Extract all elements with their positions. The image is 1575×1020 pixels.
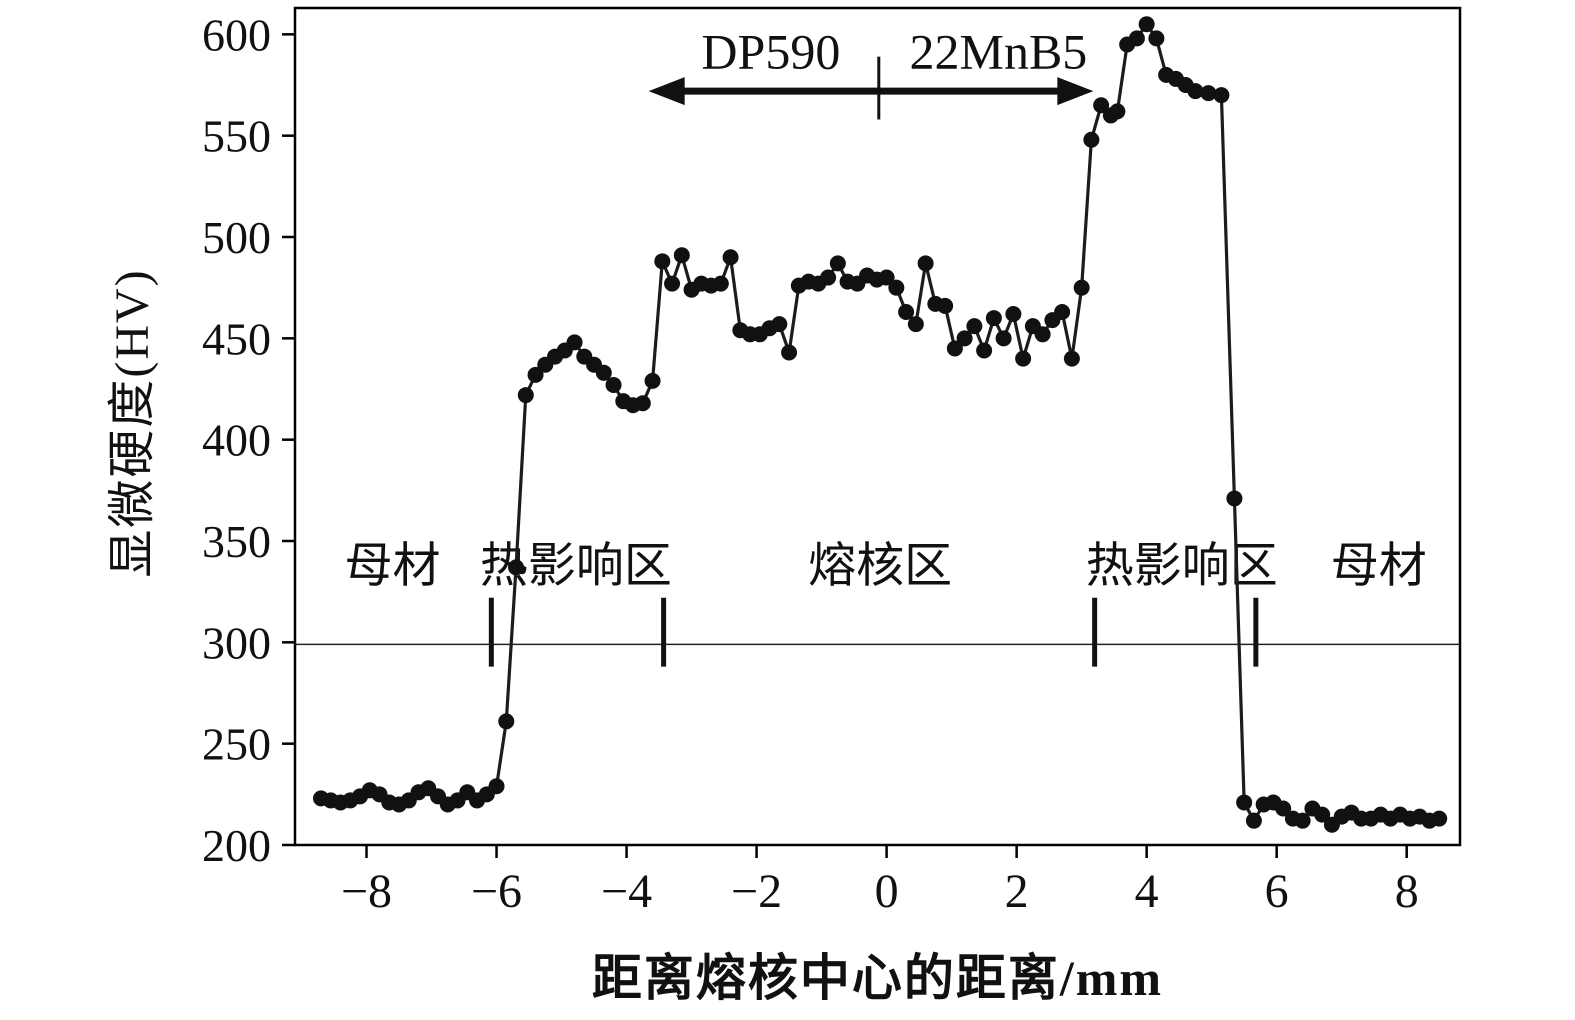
data-point — [1200, 85, 1217, 102]
material-arrow-head-left — [648, 77, 685, 106]
data-point — [917, 255, 934, 272]
data-point — [1063, 350, 1080, 367]
data-point — [1431, 810, 1448, 827]
data-point — [888, 279, 905, 296]
x-tick-label: 8 — [1395, 865, 1419, 918]
x-tick-label: −8 — [341, 865, 392, 918]
data-point — [1073, 279, 1090, 296]
y-tick-label: 600 — [202, 9, 271, 60]
data-point — [595, 364, 612, 381]
data-point — [1226, 490, 1243, 507]
data-point — [956, 330, 973, 347]
x-tick-label: −2 — [731, 865, 782, 918]
data-point — [1138, 16, 1155, 33]
data-point — [1187, 83, 1204, 100]
data-point — [517, 387, 534, 404]
data-point — [527, 366, 544, 383]
material-label: 22MnB5 — [910, 24, 1088, 80]
data-point — [498, 713, 515, 730]
x-axis-label: 距离熔核中心的距离/mm — [591, 950, 1164, 1006]
y-tick-label: 550 — [202, 111, 271, 162]
data-point — [712, 275, 729, 292]
data-point — [1275, 800, 1292, 817]
zone-label: 热影响区 — [1086, 539, 1278, 592]
data-point — [946, 340, 963, 357]
zone-label: 母材 — [345, 539, 441, 592]
data-point — [1083, 131, 1100, 148]
data-point — [654, 253, 671, 270]
x-tick-label: 0 — [875, 865, 899, 918]
data-point — [878, 269, 895, 286]
data-point — [995, 330, 1012, 347]
data-point — [985, 310, 1002, 327]
x-tick-label: 6 — [1265, 865, 1289, 918]
data-point — [771, 316, 788, 333]
y-tick-label: 250 — [202, 719, 271, 770]
data-point — [966, 318, 983, 335]
data-point — [1213, 87, 1230, 104]
data-point — [566, 334, 583, 351]
x-tick-label: 2 — [1005, 865, 1029, 918]
data-point — [829, 255, 846, 272]
data-point — [820, 269, 837, 286]
x-tick-label: −4 — [601, 865, 652, 918]
zone-label: 熔核区 — [808, 539, 952, 592]
zone-label: 母材 — [1331, 539, 1427, 592]
data-point — [1054, 303, 1071, 320]
hardness-line — [320, 22, 1440, 827]
y-tick-label: 200 — [202, 820, 271, 871]
data-point — [634, 395, 651, 412]
data-point — [1294, 812, 1311, 829]
data-point — [644, 372, 661, 389]
data-point — [605, 376, 622, 393]
data-point — [1034, 326, 1051, 343]
data-point — [898, 303, 915, 320]
data-point — [781, 344, 798, 361]
data-point — [1148, 30, 1165, 47]
data-point — [508, 559, 525, 576]
y-axis-label: 显微硬度(HV) — [106, 268, 159, 578]
material-label: DP590 — [701, 24, 840, 80]
data-point — [673, 247, 690, 264]
data-point — [976, 342, 993, 359]
data-point — [1128, 30, 1145, 47]
plot-frame — [293, 6, 1462, 847]
data-point — [1245, 812, 1262, 829]
y-tick-label: 500 — [202, 212, 271, 263]
y-tick-label: 450 — [202, 313, 271, 364]
data-point — [907, 316, 924, 333]
data-point — [664, 275, 681, 292]
y-tick-label: 400 — [202, 415, 271, 466]
data-point — [488, 778, 505, 795]
data-point — [722, 249, 739, 266]
data-point — [1109, 103, 1126, 120]
x-tick-label: 4 — [1135, 865, 1159, 918]
data-point — [1015, 350, 1032, 367]
x-tick-label: −6 — [471, 865, 522, 918]
data-point — [1093, 97, 1110, 114]
data-point — [1005, 306, 1022, 323]
data-point — [1314, 806, 1331, 823]
y-tick-label: 300 — [202, 617, 271, 668]
data-point — [937, 297, 954, 314]
data-point — [1236, 794, 1253, 811]
material-arrow-head-right — [1057, 77, 1094, 106]
y-tick-label: 350 — [202, 516, 271, 567]
